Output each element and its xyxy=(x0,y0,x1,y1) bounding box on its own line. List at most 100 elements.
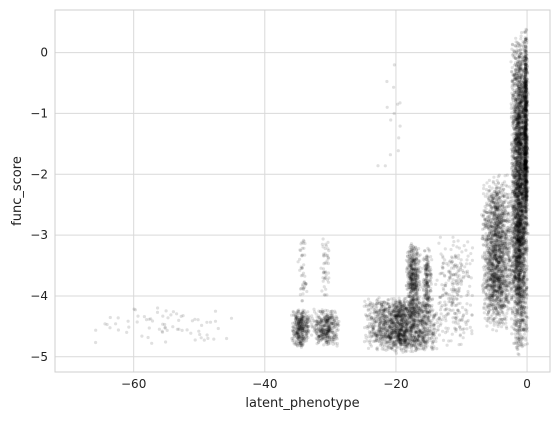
data-point xyxy=(381,347,384,350)
data-point xyxy=(125,331,128,334)
data-point xyxy=(336,329,339,332)
data-point xyxy=(424,323,427,326)
data-point xyxy=(460,258,463,261)
data-point xyxy=(435,312,438,315)
data-point xyxy=(441,265,444,268)
data-point xyxy=(422,297,425,300)
data-point xyxy=(319,320,322,323)
data-point xyxy=(495,294,498,297)
data-point xyxy=(412,282,415,285)
data-point xyxy=(442,339,445,342)
data-point xyxy=(488,179,491,182)
data-point xyxy=(380,306,383,309)
data-point xyxy=(426,335,429,338)
data-point xyxy=(404,350,407,353)
data-point xyxy=(181,329,184,332)
data-point xyxy=(414,273,417,276)
data-point xyxy=(464,321,467,324)
data-point xyxy=(430,333,433,336)
data-point xyxy=(506,211,509,214)
data-point xyxy=(433,328,436,331)
data-point xyxy=(426,311,429,314)
data-point xyxy=(421,310,424,313)
data-point xyxy=(492,176,495,179)
data-point xyxy=(225,337,228,340)
data-point xyxy=(313,327,316,330)
data-point xyxy=(326,241,329,244)
data-point xyxy=(436,279,439,282)
data-point xyxy=(117,328,120,331)
data-point xyxy=(428,314,431,317)
data-point xyxy=(401,338,404,341)
data-point xyxy=(323,293,326,296)
data-point xyxy=(457,257,460,260)
data-point xyxy=(307,331,310,334)
data-point xyxy=(495,261,498,264)
data-point xyxy=(290,314,293,317)
data-point xyxy=(466,270,469,273)
data-point xyxy=(319,267,322,270)
data-point xyxy=(437,302,440,305)
data-point xyxy=(497,182,500,185)
data-point xyxy=(423,249,426,252)
data-point xyxy=(465,312,468,315)
data-point xyxy=(434,283,437,286)
data-point xyxy=(325,324,328,327)
data-point xyxy=(412,249,415,252)
data-point xyxy=(305,339,308,342)
data-point xyxy=(380,335,383,338)
data-point xyxy=(332,322,335,325)
data-point xyxy=(482,306,485,309)
data-point xyxy=(307,314,310,317)
data-point xyxy=(422,288,425,291)
data-point xyxy=(297,308,300,311)
data-point xyxy=(324,309,327,312)
data-point xyxy=(410,311,413,314)
data-point xyxy=(310,334,313,337)
data-point xyxy=(136,320,139,323)
data-point xyxy=(450,260,453,263)
data-point xyxy=(329,316,332,319)
data-point xyxy=(306,327,309,330)
data-point xyxy=(206,333,209,336)
data-point xyxy=(482,192,485,195)
data-point xyxy=(388,325,391,328)
data-point xyxy=(405,346,408,349)
data-point xyxy=(464,274,467,277)
data-point xyxy=(458,326,461,329)
data-point xyxy=(460,343,463,346)
data-point xyxy=(109,316,112,319)
data-point xyxy=(326,312,329,315)
data-point xyxy=(327,281,330,284)
data-point xyxy=(448,269,451,272)
data-point xyxy=(439,324,442,327)
data-point xyxy=(367,298,370,301)
data-point xyxy=(381,340,384,343)
data-point xyxy=(298,326,301,329)
data-point xyxy=(300,254,303,257)
data-point xyxy=(453,316,456,319)
data-point xyxy=(432,316,435,319)
data-point xyxy=(331,312,334,315)
data-point xyxy=(368,330,371,333)
data-point xyxy=(363,340,366,343)
data-point xyxy=(395,352,398,355)
data-point xyxy=(470,332,473,335)
data-point xyxy=(293,335,296,338)
data-point xyxy=(369,339,372,342)
data-point xyxy=(445,303,448,306)
data-point xyxy=(217,327,220,330)
data-point xyxy=(298,248,301,251)
data-point xyxy=(387,335,390,338)
data-point xyxy=(365,314,368,317)
data-point xyxy=(489,315,492,318)
data-point xyxy=(148,326,151,329)
data-point xyxy=(400,342,403,345)
data-point xyxy=(324,277,327,280)
data-point xyxy=(493,190,496,193)
data-point xyxy=(373,311,376,314)
data-point xyxy=(403,312,406,315)
data-point xyxy=(457,322,460,325)
data-point xyxy=(435,347,438,350)
